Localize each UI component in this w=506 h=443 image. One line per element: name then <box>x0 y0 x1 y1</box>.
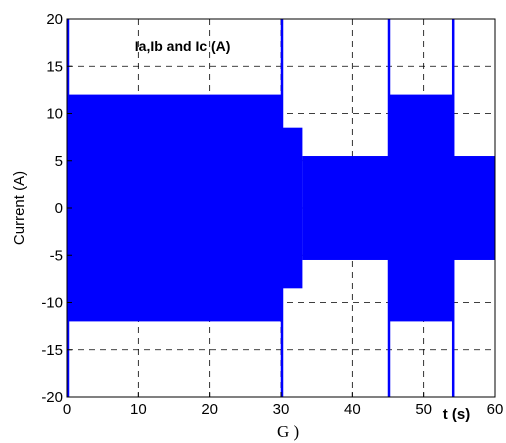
y-tick-label: -20 <box>41 389 63 406</box>
current-segment <box>388 95 452 322</box>
current-segment <box>302 156 388 260</box>
y-tick-label: 0 <box>55 200 63 217</box>
current-segment <box>452 156 495 260</box>
x-tick-label: 50 <box>415 401 432 418</box>
x-tick-label: 20 <box>201 401 218 418</box>
series-annotation: Ia,Ib and Ic (A) <box>135 38 231 54</box>
current-envelope <box>67 19 495 397</box>
x-tick-label: 40 <box>344 401 361 418</box>
y-tick-label: 20 <box>46 11 63 28</box>
current-segment <box>281 128 302 289</box>
x-tick-label: 60 <box>487 401 504 418</box>
x-tick-label: 10 <box>130 401 147 418</box>
current-segment <box>67 95 281 322</box>
figure-caption: G ) <box>277 422 299 441</box>
y-tick-label: 10 <box>46 106 63 123</box>
y-tick-label: -5 <box>50 247 63 264</box>
y-tick-label: 15 <box>46 58 63 75</box>
y-tick-label: -15 <box>41 342 63 359</box>
x-axis-unit-label: t (s) <box>443 406 471 423</box>
y-tick-label: 5 <box>55 153 63 170</box>
x-tick-label: 0 <box>63 401 71 418</box>
y-tick-label: -10 <box>41 295 63 312</box>
x-tick-label: 30 <box>273 401 290 418</box>
y-axis-label: Current (A) <box>11 171 28 245</box>
